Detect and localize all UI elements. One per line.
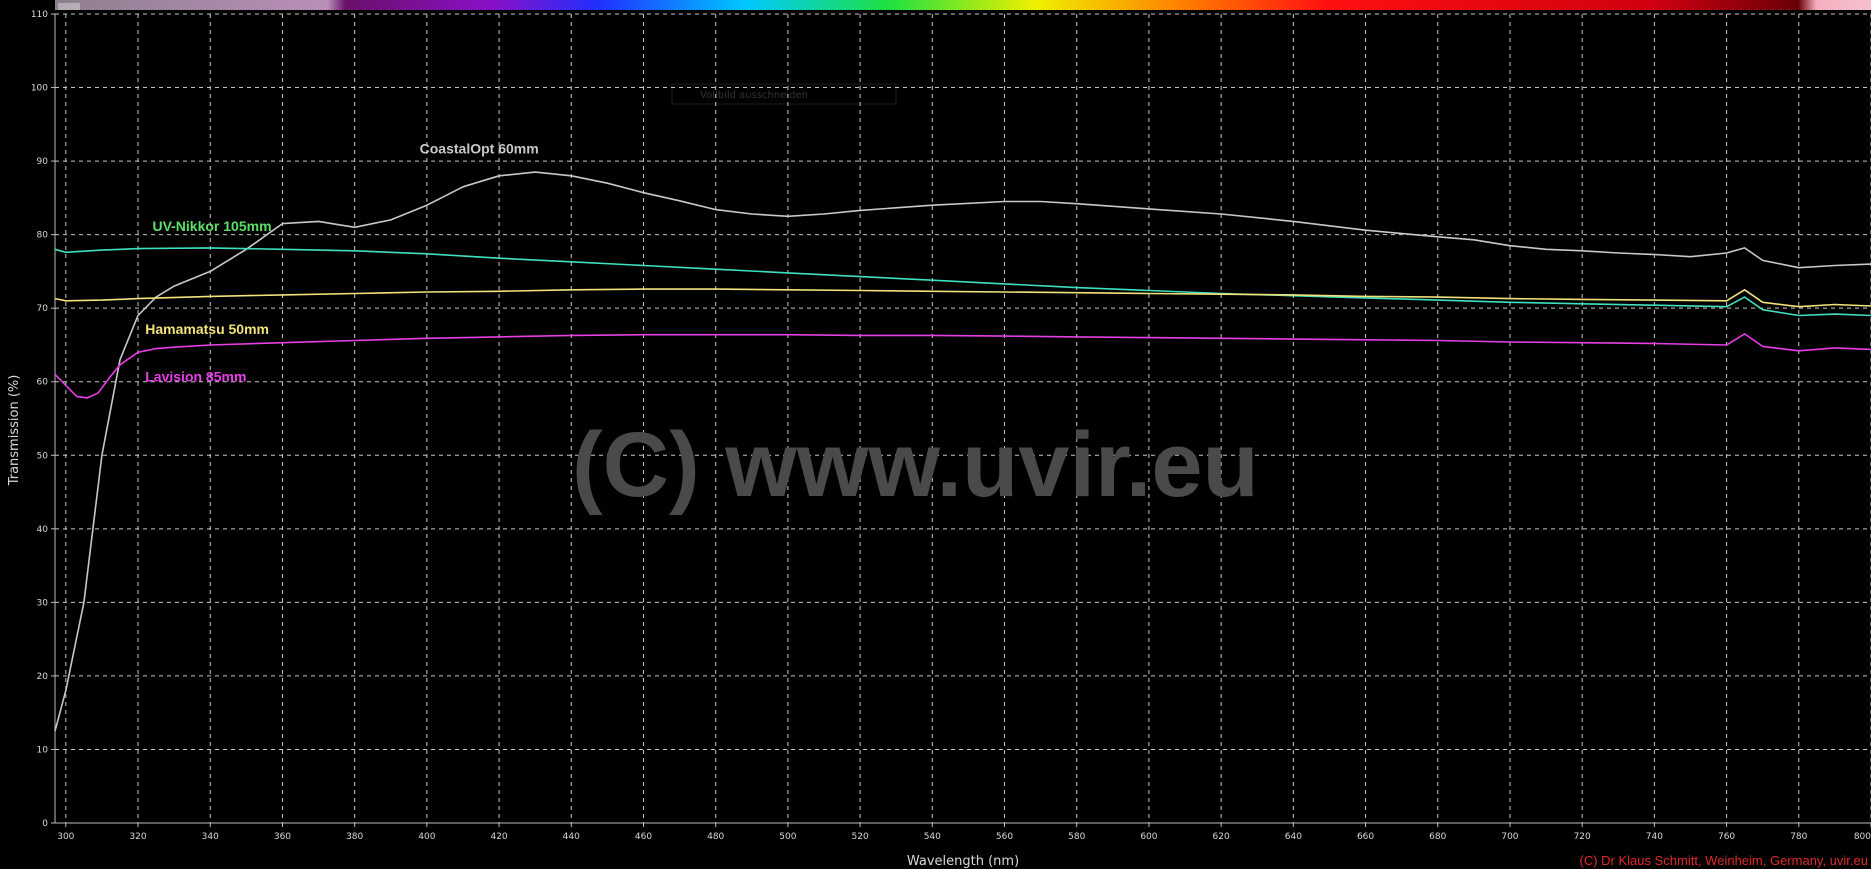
series-line-4 [54, 333, 1871, 399]
x-tick-label: 780 [1790, 832, 1807, 842]
x-tick-label: 600 [1140, 832, 1157, 842]
faint-overlay-label: Vollbild ausschneiden [700, 90, 808, 101]
x-tick-label: 640 [1285, 832, 1302, 842]
x-axis-ticks: 300 320 340 360 380 400 420 440 460 480 500 520 540 5… [57, 823, 1871, 842]
series-label-2: UV-Nikkor 105mm [152, 218, 271, 234]
x-tick-label: 300 [57, 832, 74, 842]
y-tick-label: 50 [37, 451, 49, 461]
x-tick-label: 700 [1501, 832, 1518, 842]
x-tick-label: 540 [924, 832, 941, 842]
x-tick-label: 680 [1429, 832, 1446, 842]
faint-overlay-box [671, 83, 897, 105]
spectrum-bar [55, 0, 1871, 10]
x-tick-label: 560 [996, 832, 1013, 842]
x-tick-label: 460 [635, 832, 652, 842]
series-label-4: Lavision 85mm [145, 369, 246, 385]
x-tick-label: 520 [852, 832, 869, 842]
y-tick-label: 40 [37, 525, 49, 535]
y-tick-label: 60 [37, 378, 49, 388]
x-tick-label: 660 [1357, 832, 1374, 842]
x-tick-label: 740 [1646, 832, 1663, 842]
x-tick-label: 420 [490, 832, 507, 842]
y-tick-label: 80 [37, 231, 49, 241]
x-tick-label: 360 [274, 832, 291, 842]
y-tick-label: 0 [42, 819, 48, 829]
x-tick-label: 760 [1718, 832, 1735, 842]
series-label-1: CoastalOpt 60mm [420, 141, 539, 157]
series-line-3 [54, 288, 1871, 308]
x-tick-label: 440 [563, 832, 580, 842]
series-line-2 [54, 247, 1871, 317]
y-tick-label: 110 [31, 10, 48, 20]
y-tick-label: 10 [37, 745, 49, 755]
y-axis-label: Transmission (%) [7, 375, 22, 487]
y-tick-label: 90 [37, 157, 49, 167]
x-tick-label: 720 [1574, 832, 1591, 842]
x-tick-label: 340 [202, 832, 219, 842]
x-tick-label: 620 [1213, 832, 1230, 842]
x-tick-label: 480 [707, 832, 724, 842]
x-tick-label: 580 [1068, 832, 1085, 842]
spectrum-handle [58, 3, 80, 10]
watermark-text: (C) www.uvir.eu [572, 414, 1259, 516]
credit-text: (C) Dr Klaus Schmitt, Weinheim, Germany,… [1580, 853, 1869, 868]
series-lines [54, 171, 1871, 732]
y-tick-label: 70 [37, 304, 49, 314]
y-tick-label: 20 [37, 672, 49, 682]
series-labels: CoastalOpt 60mm UV-Nikkor 105mm Hamamatsu … [145, 141, 538, 385]
x-tick-label: 800 [1854, 832, 1871, 842]
y-axis-ticks: 0 10 20 30 40 50 60 70 80 90 100 110 [31, 10, 55, 829]
x-tick-label: 320 [129, 832, 146, 842]
x-axis-label: Wavelength (nm) [907, 854, 1019, 869]
x-tick-label: 400 [418, 832, 435, 842]
y-tick-label: 100 [31, 84, 48, 94]
y-tick-label: 30 [37, 598, 49, 608]
series-line-1 [54, 171, 1871, 732]
series-label-3: Hamamatsu 50mm [145, 321, 269, 337]
x-tick-label: 500 [779, 832, 796, 842]
x-tick-label: 380 [346, 832, 363, 842]
